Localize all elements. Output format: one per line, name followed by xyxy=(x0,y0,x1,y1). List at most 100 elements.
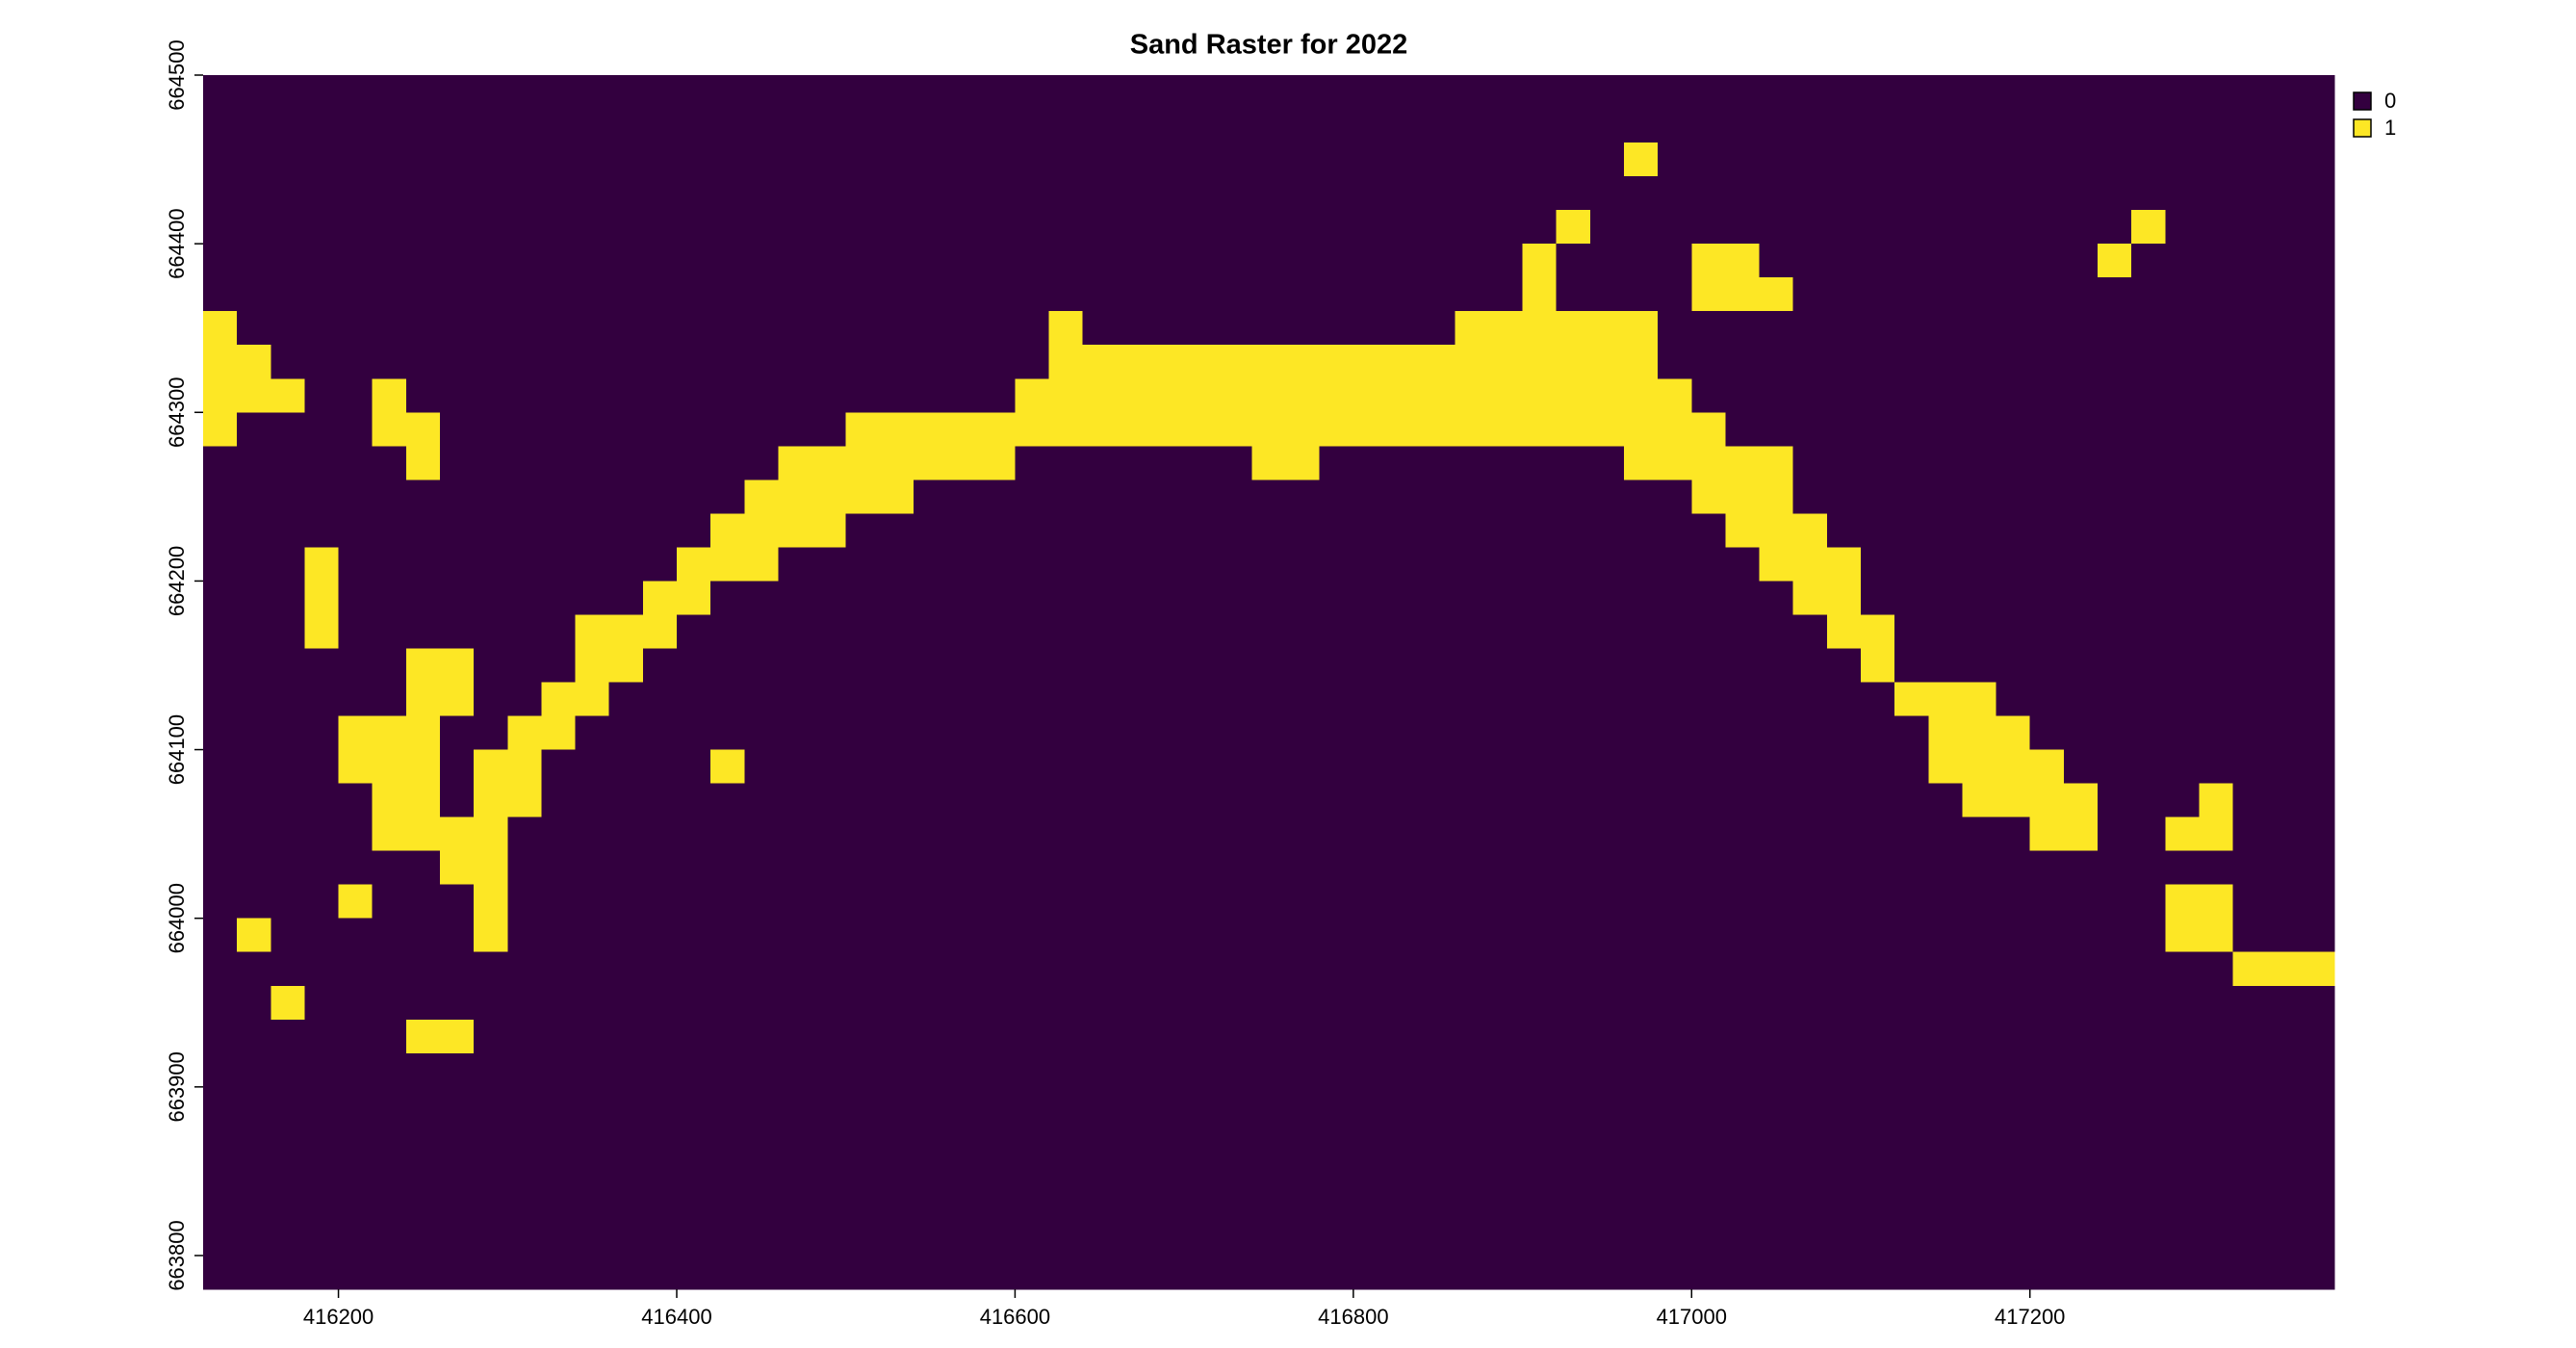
raster-cell xyxy=(270,277,306,312)
raster-cell xyxy=(2300,749,2335,785)
raster-cell xyxy=(1488,1019,1524,1054)
raster-cell xyxy=(1285,749,1321,785)
raster-cell xyxy=(270,1255,306,1290)
raster-cell xyxy=(1488,985,1524,1021)
raster-cell xyxy=(1792,1187,1828,1223)
raster-cell xyxy=(1826,513,1862,548)
raster-cell xyxy=(1116,210,1151,245)
raster-cell xyxy=(778,985,813,1021)
raster-cell xyxy=(541,244,577,278)
raster-cell xyxy=(642,918,678,953)
raster-cell xyxy=(2165,109,2201,143)
raster-cell xyxy=(2098,918,2132,953)
raster-cell xyxy=(1387,715,1422,751)
raster-cell xyxy=(1589,715,1625,751)
raster-cell xyxy=(2266,1086,2302,1122)
raster-cell xyxy=(1928,850,1964,886)
raster-cell xyxy=(1658,783,1692,818)
raster-cell xyxy=(811,1255,847,1290)
raster-cell xyxy=(1184,581,1219,616)
raster-cell xyxy=(1792,75,1828,110)
raster-cell xyxy=(845,918,881,953)
raster-cell xyxy=(1725,277,1761,312)
raster-cell xyxy=(1624,176,1659,211)
raster-cell xyxy=(1894,1052,1929,1088)
raster-cell xyxy=(1421,715,1455,751)
raster-cell xyxy=(1658,1019,1692,1054)
raster-cell xyxy=(845,277,881,312)
raster-cell xyxy=(405,75,441,110)
raster-cell xyxy=(1894,244,1929,278)
raster-cell xyxy=(879,75,914,110)
raster-cell xyxy=(507,1255,543,1290)
raster-cell xyxy=(1996,446,2031,480)
raster-cell xyxy=(2029,513,2065,548)
raster-cell xyxy=(710,749,745,785)
raster-cell xyxy=(1488,176,1524,211)
raster-cell xyxy=(338,783,374,818)
raster-cell xyxy=(744,1086,780,1122)
raster-cell xyxy=(1996,277,2031,312)
raster-cell xyxy=(1658,244,1692,278)
raster-cell xyxy=(2063,480,2099,514)
raster-cell xyxy=(1658,75,1692,110)
raster-cell xyxy=(338,1221,374,1257)
raster-cell xyxy=(474,715,508,751)
raster-cell xyxy=(608,109,644,143)
raster-cell xyxy=(2199,143,2234,177)
raster-cell xyxy=(1150,143,1185,177)
raster-cell xyxy=(237,176,271,211)
raster-cell xyxy=(1352,412,1388,447)
raster-cell xyxy=(1116,850,1151,886)
raster-cell xyxy=(608,1221,644,1257)
raster-cell xyxy=(1251,109,1287,143)
raster-cell xyxy=(811,648,847,684)
raster-cell xyxy=(507,1154,543,1189)
raster-cell xyxy=(270,817,306,852)
raster-cell xyxy=(372,176,407,211)
raster-cell xyxy=(2232,715,2268,751)
raster-cell xyxy=(2131,513,2166,548)
raster-cell xyxy=(2266,614,2302,650)
raster-cell xyxy=(1861,1221,1895,1257)
raster-cell xyxy=(2063,143,2099,177)
raster-cell xyxy=(1792,109,1828,143)
raster-cell xyxy=(981,210,1017,245)
raster-cell xyxy=(1928,581,1964,616)
raster-cell xyxy=(1082,311,1118,346)
raster-cell xyxy=(1691,1086,1727,1122)
raster-cell xyxy=(1826,345,1862,379)
raster-cell xyxy=(1962,1052,1997,1088)
raster-cell xyxy=(1488,614,1524,650)
raster-cell xyxy=(541,345,577,379)
raster-cell xyxy=(1184,547,1219,583)
raster-cell xyxy=(2232,1086,2268,1122)
raster-cell xyxy=(1387,210,1422,245)
raster-cell xyxy=(2300,783,2335,818)
raster-cell xyxy=(541,1187,577,1223)
raster-cell xyxy=(1218,176,1253,211)
raster-cell xyxy=(1861,244,1895,278)
raster-cell xyxy=(541,581,577,616)
raster-cell xyxy=(1759,143,1794,177)
raster-cell xyxy=(811,985,847,1021)
raster-cell xyxy=(405,749,441,785)
raster-cell xyxy=(1285,581,1321,616)
raster-cell xyxy=(1150,918,1185,953)
raster-cell xyxy=(947,884,982,920)
raster-cell xyxy=(1725,1120,1761,1155)
raster-cell xyxy=(372,817,407,852)
raster-cell xyxy=(879,311,914,346)
raster-cell xyxy=(1556,1221,1591,1257)
raster-cell xyxy=(1319,648,1354,684)
raster-cell xyxy=(981,918,1017,953)
raster-cell xyxy=(1725,715,1761,751)
raster-cell xyxy=(710,446,745,480)
raster-cell xyxy=(981,1154,1017,1189)
raster-cell xyxy=(372,1052,407,1088)
raster-cell xyxy=(914,345,948,379)
raster-cell xyxy=(2165,749,2201,785)
raster-cell xyxy=(1015,244,1050,278)
raster-cell xyxy=(372,143,407,177)
raster-cell xyxy=(2063,682,2099,717)
